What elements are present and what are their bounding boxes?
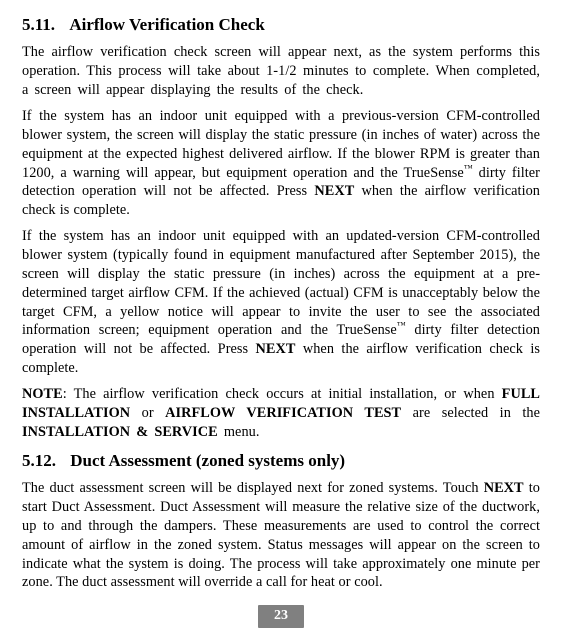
section-5-11-note: NOTE: The airflow verification check occ… bbox=[22, 385, 540, 442]
para-text: : The airflow verification check occurs … bbox=[63, 386, 502, 402]
para-text: are selected in the bbox=[401, 405, 540, 421]
page-number-footer: 23 bbox=[258, 605, 304, 628]
section-5-11-number: 5.11. bbox=[22, 14, 66, 36]
installation-service-keyword: INSTALLATION & SERVICE bbox=[22, 424, 218, 440]
section-5-11-para-2: If the system has an indoor unit equippe… bbox=[22, 107, 540, 220]
para-text: The duct assessment screen will be displ… bbox=[22, 480, 484, 496]
section-5-12-heading: 5.12. Duct Assessment (zoned systems onl… bbox=[22, 450, 540, 472]
section-5-12-number: 5.12. bbox=[22, 450, 66, 472]
page: 5.11. Airflow Verification Check The air… bbox=[0, 0, 562, 636]
para-text: menu. bbox=[218, 424, 260, 440]
next-keyword: NEXT bbox=[484, 480, 524, 496]
section-5-11-para-1: The airflow verification check screen wi… bbox=[22, 43, 540, 100]
next-keyword: NEXT bbox=[256, 341, 296, 357]
trademark-symbol: ™ bbox=[464, 163, 473, 173]
section-5-11-title: Airflow Verification Check bbox=[69, 15, 264, 34]
section-5-11-heading: 5.11. Airflow Verification Check bbox=[22, 14, 540, 36]
para-text: to start Duct Assessment. Duct Assessmen… bbox=[22, 480, 540, 590]
section-5-11-para-3: If the system has an indoor unit equippe… bbox=[22, 227, 540, 378]
section-5-12-para-1: The duct assessment screen will be displ… bbox=[22, 479, 540, 592]
para-text: or bbox=[130, 405, 165, 421]
page-number: 23 bbox=[274, 608, 288, 623]
trademark-symbol: ™ bbox=[397, 321, 406, 331]
para-text: If the system has an indoor unit equippe… bbox=[22, 108, 540, 181]
note-label: NOTE bbox=[22, 386, 63, 402]
airflow-verification-test-keyword: AIRFLOW VERIFICATION TEST bbox=[165, 405, 401, 421]
section-5-12-title: Duct Assessment (zoned systems only) bbox=[70, 451, 345, 470]
next-keyword: NEXT bbox=[314, 183, 354, 199]
